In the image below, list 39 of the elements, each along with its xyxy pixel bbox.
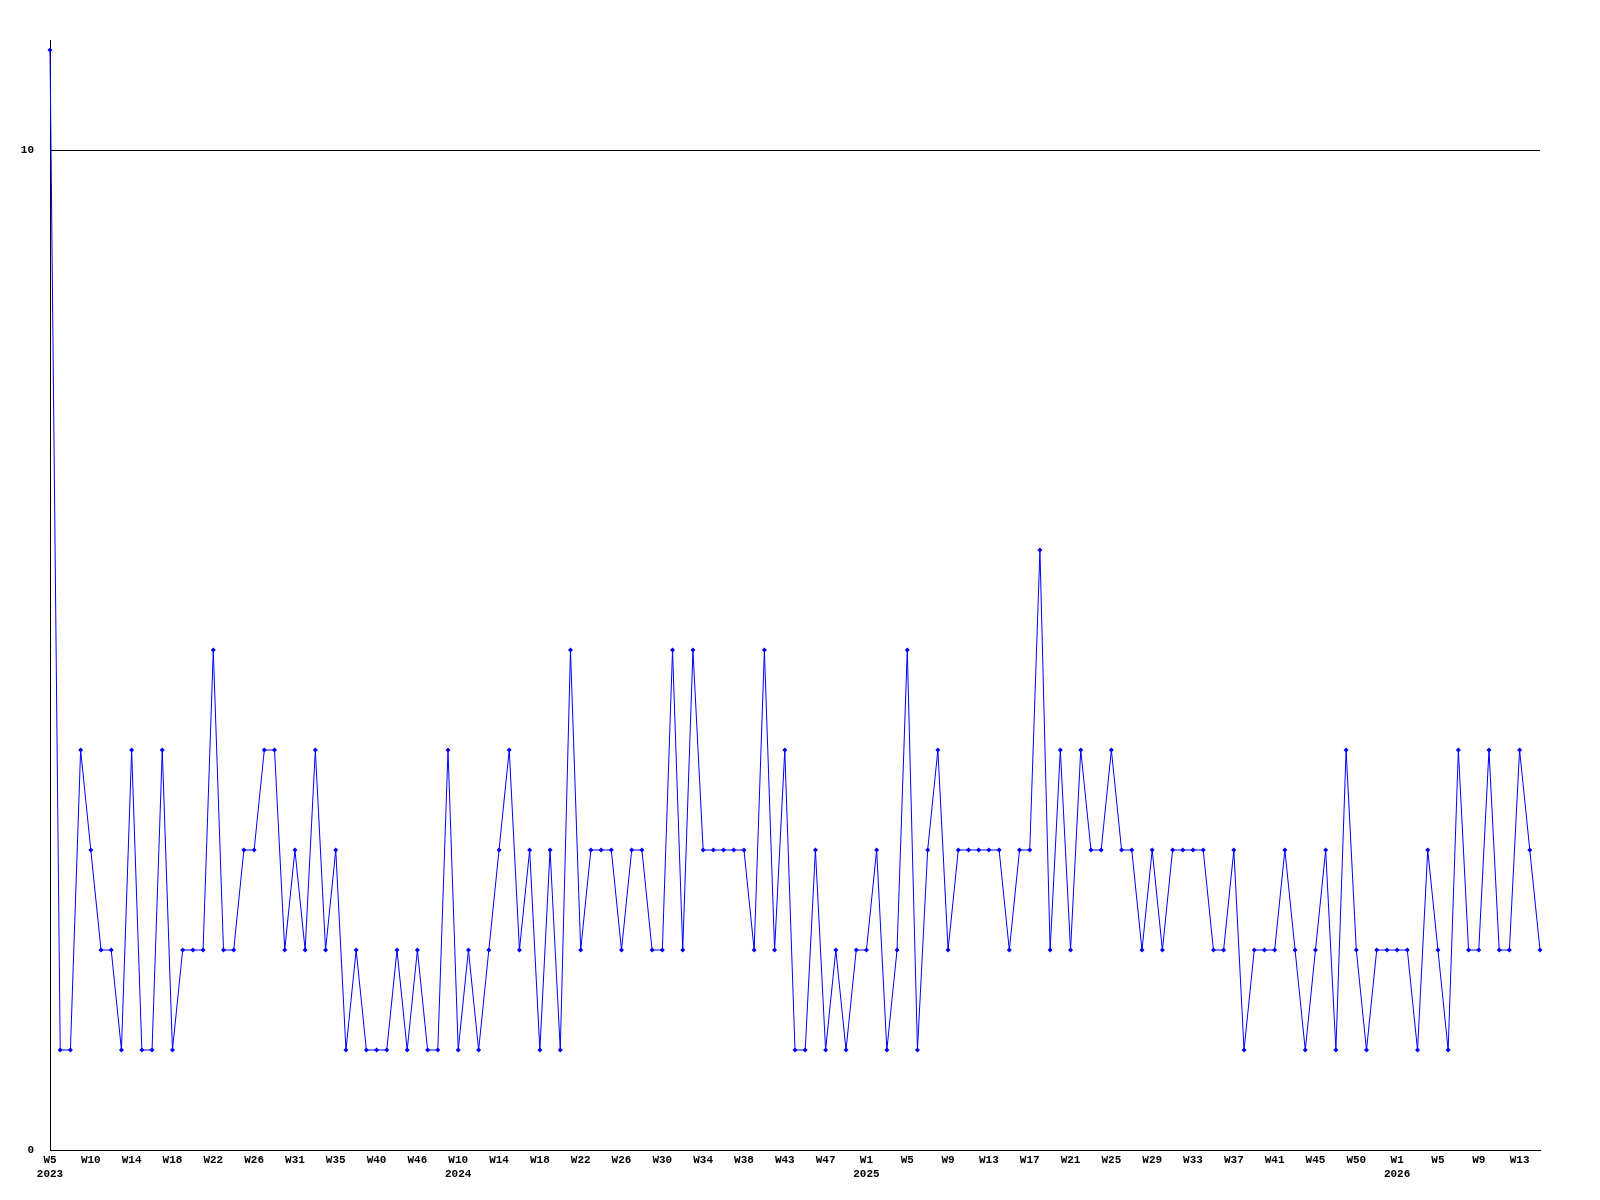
x-tick-label: W1 2025 — [853, 1154, 881, 1180]
x-tick-label: W50 — [1346, 1154, 1367, 1167]
x-tick-label: W26 — [244, 1154, 265, 1167]
y-tick-label: 10 — [20, 143, 34, 156]
x-tick-label: W21 — [1060, 1154, 1081, 1167]
x-tick-label: W34 — [693, 1154, 714, 1167]
x-tick-label: W10 2024 — [445, 1154, 472, 1180]
x-tick-label: W41 — [1264, 1154, 1285, 1167]
x-tick-label: W13 — [979, 1154, 1000, 1167]
x-tick-label: W22 — [570, 1154, 591, 1167]
x-tick-label: W45 — [1305, 1154, 1326, 1167]
x-tick-label: W18 — [162, 1154, 183, 1167]
x-tick-label: W26 — [611, 1154, 632, 1167]
x-tick-label: W38 — [734, 1154, 755, 1167]
x-tick-label: W31 — [285, 1154, 306, 1167]
x-tick-label: W10 — [80, 1154, 101, 1167]
x-tick-label: W33 — [1183, 1154, 1204, 1167]
x-tick-label: W25 — [1101, 1154, 1122, 1167]
x-tick-label: W22 — [203, 1154, 224, 1167]
x-tick-label: W37 — [1223, 1154, 1244, 1167]
x-tick-label: W43 — [774, 1154, 796, 1167]
x-tick-label: W46 — [407, 1154, 428, 1167]
x-tick-label: W40 — [366, 1154, 387, 1167]
x-tick-label: W5 — [1431, 1154, 1445, 1167]
x-tick-label: W1 2026 — [1383, 1154, 1411, 1180]
x-tick-label: W30 — [652, 1154, 673, 1167]
x-tick-label: W9 — [1472, 1154, 1486, 1167]
x-tick-label: W35 — [325, 1154, 347, 1167]
x-tick-label: W14 — [489, 1154, 510, 1167]
x-tick-label: W5 2023 — [36, 1154, 64, 1180]
x-tick-label: W18 — [529, 1154, 551, 1167]
x-tick-label: W17 — [1019, 1154, 1040, 1167]
x-tick-label: W29 — [1142, 1154, 1163, 1167]
x-tick-label: W47 — [815, 1154, 836, 1167]
x-tick-label: W13 — [1509, 1154, 1530, 1167]
x-tick-label: W14 — [121, 1154, 142, 1167]
x-tick-label: W5 — [900, 1154, 915, 1167]
y-tick-label: 0 — [27, 1143, 34, 1156]
x-tick-label: W9 — [941, 1154, 955, 1167]
